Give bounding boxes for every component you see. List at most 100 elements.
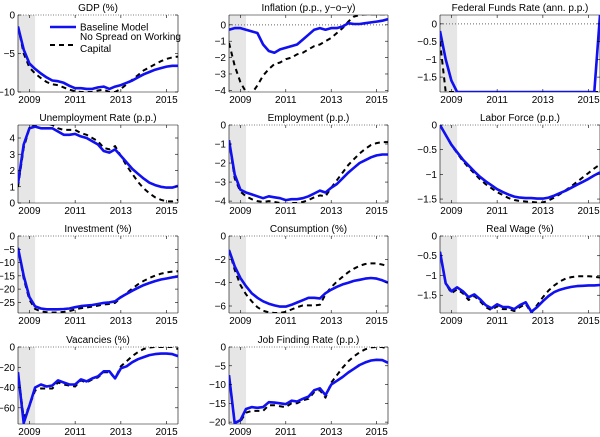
x-tick-label: 2009 [440, 95, 463, 106]
series-baseline [18, 352, 178, 424]
y-tick-label: −6 [215, 302, 227, 313]
x-tick-label: 2013 [320, 427, 343, 437]
series-baseline [18, 26, 178, 91]
panel-title: Employment (p.p.) [268, 113, 350, 124]
y-tick-label: −25 [0, 298, 15, 309]
panel-title: GDP (%) [78, 3, 118, 14]
panel-8: 2009 2011 2013 2015 0 −0.5 −1 −1.5 Real Wage (%) [417, 224, 600, 327]
x-tick-label: 2015 [577, 95, 600, 106]
panel-9: 2009 2011 2013 2015 0 −20 −40 −60 Vacancies (%) [0, 335, 179, 437]
x-tick-label: 2015 [155, 95, 178, 106]
recession-shade [18, 236, 36, 313]
y-tick-label: −15 [0, 271, 15, 282]
x-tick-label: 2011 [64, 95, 86, 106]
y-tick-label: −20 [209, 418, 226, 429]
y-tick-label: −20 [0, 363, 15, 374]
panel-10: 2009 2011 2013 2015 0 −5 −10 −15 −20 Job Finding … [209, 335, 389, 437]
panel-title: Inflation (p.p., y−o−y) [262, 3, 356, 14]
y-tick-label: −5 [4, 49, 16, 60]
y-tick-label: −60 [0, 403, 15, 414]
series-no-spread [440, 125, 600, 203]
y-tick-label: −1 [426, 55, 438, 66]
y-tick-label: 0 [9, 232, 15, 243]
series-baseline [18, 247, 178, 311]
x-tick-label: 2009 [229, 95, 252, 106]
series-no-spread [229, 347, 388, 424]
panel-title: Unemployment Rate (p.p.) [39, 113, 156, 124]
y-tick-label: 0 [431, 232, 437, 243]
x-tick-label: 2013 [532, 95, 555, 106]
x-tick-label: 2015 [577, 316, 600, 327]
x-tick-label: 2009 [18, 206, 41, 217]
legend-no-spread-label-1: No Spread on Working [80, 32, 181, 43]
x-tick-label: 2015 [366, 316, 389, 327]
x-tick-label: 2015 [155, 316, 178, 327]
x-tick-label: 2009 [229, 206, 252, 217]
y-tick-label: −4 [215, 86, 227, 97]
x-tick-label: 2013 [110, 206, 133, 217]
series-no-spread [440, 251, 600, 313]
x-tick-label: 2011 [275, 95, 297, 106]
y-tick-label: 0 [431, 19, 437, 30]
y-tick-label: −20 [0, 285, 15, 296]
y-tick-label: 3 [9, 150, 15, 161]
y-tick-label: 0 [9, 343, 15, 354]
y-tick-label: 2 [9, 166, 15, 177]
y-tick-label: −10 [0, 258, 15, 269]
panel-title: Real Wage (%) [486, 224, 553, 235]
x-tick-label: 2013 [110, 316, 133, 327]
series-no-spread [18, 125, 178, 203]
y-tick-label: 1 [9, 182, 15, 193]
y-tick-label: −15 [209, 399, 226, 410]
y-tick-label: −1.5 [417, 73, 437, 84]
series-no-spread [229, 15, 388, 92]
panel-title: Job Finding Rate (p.p.) [258, 335, 360, 346]
series-no-spread [440, 41, 600, 92]
x-tick-label: 2009 [18, 95, 41, 106]
x-tick-label: 2011 [64, 206, 86, 217]
y-tick-label: 0 [9, 199, 15, 210]
panel-title: Federal Funds Rate (ann. p.p.) [452, 3, 589, 14]
y-tick-label: −2 [215, 159, 227, 170]
panel-1: 2009 2011 2013 2015 0 −1 −2 −3 −4 Inflation (p.p.… [215, 3, 389, 106]
y-tick-label: −1 [215, 37, 227, 48]
y-tick-label: 4 [9, 134, 15, 145]
x-tick-label: 2011 [486, 206, 508, 217]
x-tick-label: 2009 [18, 427, 41, 437]
legend-no-spread-label-2: Capital [80, 44, 111, 55]
series-no-spread [18, 347, 178, 419]
y-tick-label: 0 [220, 232, 226, 243]
panel-7: 2009 2011 2013 2015 0 −2 −4 −6 Consumption (%) [215, 224, 389, 327]
y-tick-label: −1.5 [417, 291, 437, 302]
series-baseline [229, 17, 388, 55]
x-tick-label: 2011 [486, 95, 508, 106]
x-tick-label: 2011 [64, 427, 86, 437]
y-tick-label: −0.5 [417, 37, 437, 48]
x-tick-label: 2011 [275, 427, 297, 437]
x-tick-label: 2009 [440, 206, 463, 217]
panel-0: 2009 2011 2013 2015 0 −5 −10 GDP (%) Baseline Mo… [0, 3, 181, 106]
y-tick-label: −10 [209, 380, 226, 391]
y-tick-label: −40 [0, 383, 15, 394]
y-tick-label: 0 [220, 20, 226, 31]
series-baseline [229, 139, 388, 202]
y-tick-label: −1 [215, 140, 227, 151]
recession-shade [229, 15, 247, 92]
x-tick-label: 2015 [366, 95, 389, 106]
series-no-spread [229, 249, 388, 313]
series-baseline [229, 358, 388, 424]
y-tick-label: −4 [215, 197, 227, 208]
y-tick-label: −1 [426, 170, 438, 181]
x-tick-label: 2013 [320, 206, 343, 217]
series-baseline [229, 249, 388, 308]
recession-shade [229, 125, 247, 203]
x-tick-label: 2013 [532, 316, 555, 327]
recession-shade [18, 125, 36, 203]
series-baseline [440, 251, 600, 313]
x-tick-label: 2013 [320, 316, 343, 327]
legend-baseline-label: Baseline Model [80, 23, 148, 34]
panel-2: 2009 2011 2013 2015 0 −0.5 −1 −1.5 Federal Funds… [417, 3, 600, 106]
panel-title: Labor Force (p.p.) [480, 113, 560, 124]
x-tick-label: 2013 [532, 206, 555, 217]
